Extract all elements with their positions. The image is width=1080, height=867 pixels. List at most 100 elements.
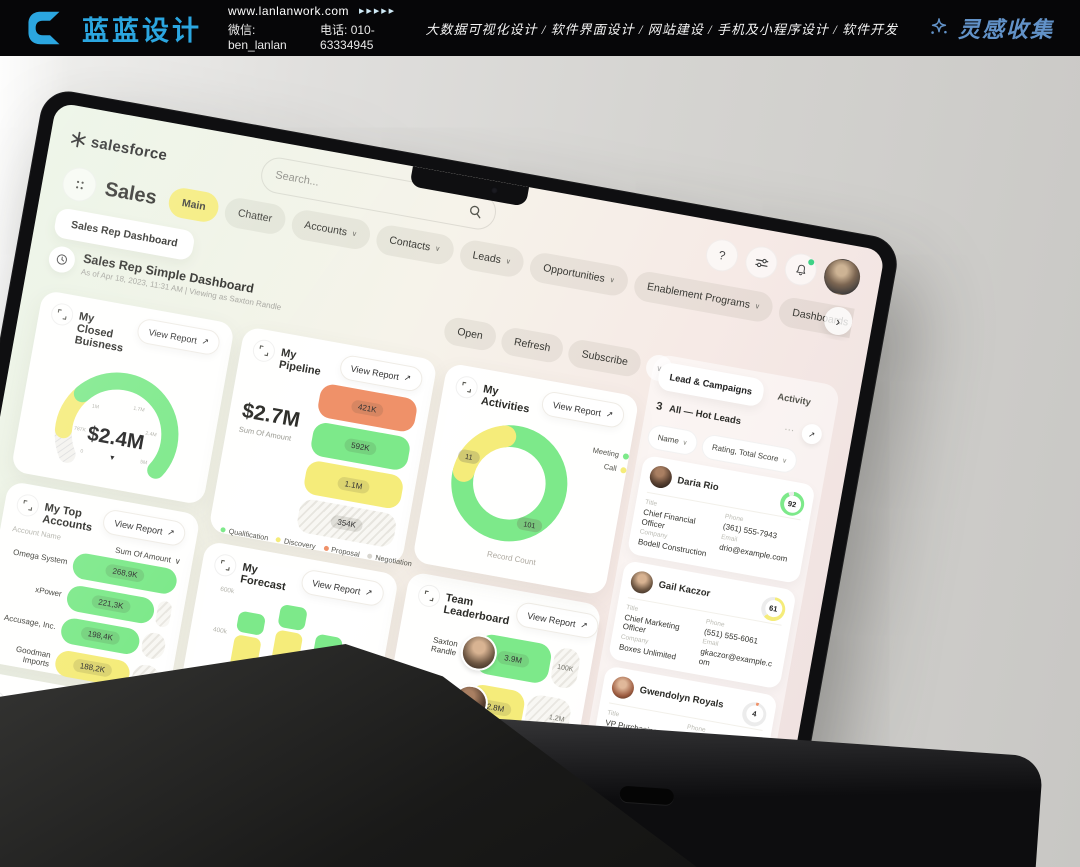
card-my-activities: My Activities View Report ↗ 11 [411,362,640,596]
legend-item: Call [603,462,627,475]
website-link[interactable]: www.lanlanwork.com [228,4,350,18]
svg-text:0: 0 [80,448,84,454]
top-banner: 蓝蓝设计 www.lanlanwork.com ▶▶▶▶▶ 微信: ben_la… [0,0,1080,56]
expand-button[interactable] [49,301,75,328]
app-launcher-button[interactable] [59,164,100,205]
dashboard-header: Sales Rep Simple Dashboard As of Apr 18,… [46,244,437,339]
forecast-segment-pipeline [236,610,267,637]
chevron-down-icon: ∨ [852,320,856,329]
photo-scene: salesforce ? [0,56,1080,867]
dashboard-clock-icon [46,244,77,275]
card-my-pipeline: My Pipeline View Report ↗ $2.7M Sum Of Am… [208,326,438,568]
nav-tab-contacts[interactable]: Contacts ∨ [373,223,456,267]
bar-value: 354K [329,513,364,533]
lead-name: Gwendolyn Royals [638,684,725,711]
arrow-up-right-icon: ↗ [403,372,412,384]
expand-button[interactable] [416,583,442,609]
account-name: Omega System [12,547,69,567]
card-my-forecast: My Forecast View Report↗ 600k400k200k0k … [169,540,399,784]
view-report-button[interactable]: View Report ↗ [135,317,222,357]
search-bar[interactable] [258,154,500,233]
search-icon [470,205,481,218]
open-button[interactable]: Open [442,315,498,353]
view-report-button[interactable]: View Report ↗ [514,600,601,641]
svg-text:1M: 1M [91,403,99,410]
leads-count: 3 [655,400,664,414]
arrow-up-right-icon: ↗ [201,335,210,347]
more-options-icon[interactable]: ⋯ [783,423,797,437]
arrow-up-right-icon: ↗ [605,408,614,420]
account-name: xPower [34,585,63,599]
card-my-top-accounts: My Top Accounts View Report ↗ Account Nam… [0,480,202,695]
open-panel-button[interactable]: ↗ [800,422,824,446]
arrows-decoration: ▶▶▶▶▶ [359,8,396,15]
sparkle-icon [931,18,947,34]
camera-dot [490,186,499,195]
notification-dot [807,258,815,266]
lead-score: 92 [782,493,803,514]
bar-value: 3.9M [496,649,530,668]
leads-scope[interactable]: All — Hot Leads [668,403,742,427]
donut-meeting-value: 101 [522,519,536,530]
lanlan-logo-icon [28,11,60,45]
member-name: Saxton Randle [430,635,459,658]
expand-button[interactable] [15,492,41,519]
expand-button[interactable] [453,374,480,400]
bell-icon [795,264,805,275]
avatar [648,464,674,490]
donut-call-value: 11 [464,452,473,462]
filter-name[interactable]: Name ∨ [645,423,700,457]
gauge-pointer-icon: ▼ [108,454,116,462]
legend-item: Proposal [323,543,360,559]
refresh-button[interactable]: Refresh [498,325,566,365]
card-team-leaderboard: Team Leaderboard View Report ↗ Saxton Ran… [376,571,603,789]
bar-value: 592K [343,437,378,456]
services-list: 大数据可视化设计 / 软件界面设计 / 网站建设 / 手机及小程序设计 / 软件… [425,21,898,37]
chevron-down-icon: ∨ [173,556,182,567]
salesforce-dashboard: salesforce ? [0,102,885,866]
bar-value: 268,9K [104,563,146,584]
avatar [610,674,636,700]
nav-tab-leads[interactable]: Leads ∨ [457,238,527,280]
settings-sliders-button[interactable] [742,243,780,282]
salesforce-logo: salesforce [69,130,169,164]
nav-tab-chatter[interactable]: Chatter [222,195,288,237]
collection-label: 灵感收集 [957,17,1054,42]
card-title: Team Leaderboard [442,591,511,628]
chevron-down-icon: ∨ [682,438,688,447]
bar-value: 1.1M [336,475,371,494]
lead-card-gail-kaczor[interactable]: Gail Kaczor 61 Title Chief Marketing Office… [607,559,797,689]
sliders-icon [754,258,768,267]
avatar [629,569,655,595]
lead-name: Gail Kaczor [657,579,712,600]
lead-score: 4 [744,704,765,724]
nav-tab-main[interactable]: Main [166,185,222,225]
y-tick: 400k [212,626,228,636]
account-name: Accusage, Inc. [3,613,57,632]
grid-dots-icon [75,180,84,189]
brand-name: 蓝蓝设计 [82,15,202,46]
notifications-button[interactable] [782,250,820,289]
nav-tab-opportunities[interactable]: Opportunities ∨ [527,250,631,298]
expand-button[interactable] [251,338,278,364]
leaderboard-remainder: 100K [549,646,582,691]
legend-item: Negotiation [367,551,413,568]
contact-block: www.lanlanwork.com ▶▶▶▶▶ 微信: ben_lanlan … [228,4,410,52]
subscribe-button[interactable]: Subscribe [566,338,644,379]
y-tick: 600k [219,585,235,596]
laptop: salesforce ? [0,88,901,867]
activities-donut-chart: 11 101 [450,425,567,542]
help-button[interactable]: ? [703,236,741,274]
app-title: Sales [103,177,159,209]
expand-button[interactable] [212,552,239,579]
user-avatar[interactable] [821,256,864,298]
arrow-up-right-icon: ↗ [364,586,374,598]
laptop-screen: salesforce ? [0,102,886,866]
svg-text:5M: 5M [140,459,148,466]
nav-tab-accounts[interactable]: Accounts ∨ [289,207,373,252]
chevron-down-icon: ∨ [754,303,761,311]
wechat-label: 微信: ben_lanlan [228,23,287,52]
phone-label: 电话: 010-63334945 [320,23,375,52]
gauge-value: $2.4M [86,422,146,455]
